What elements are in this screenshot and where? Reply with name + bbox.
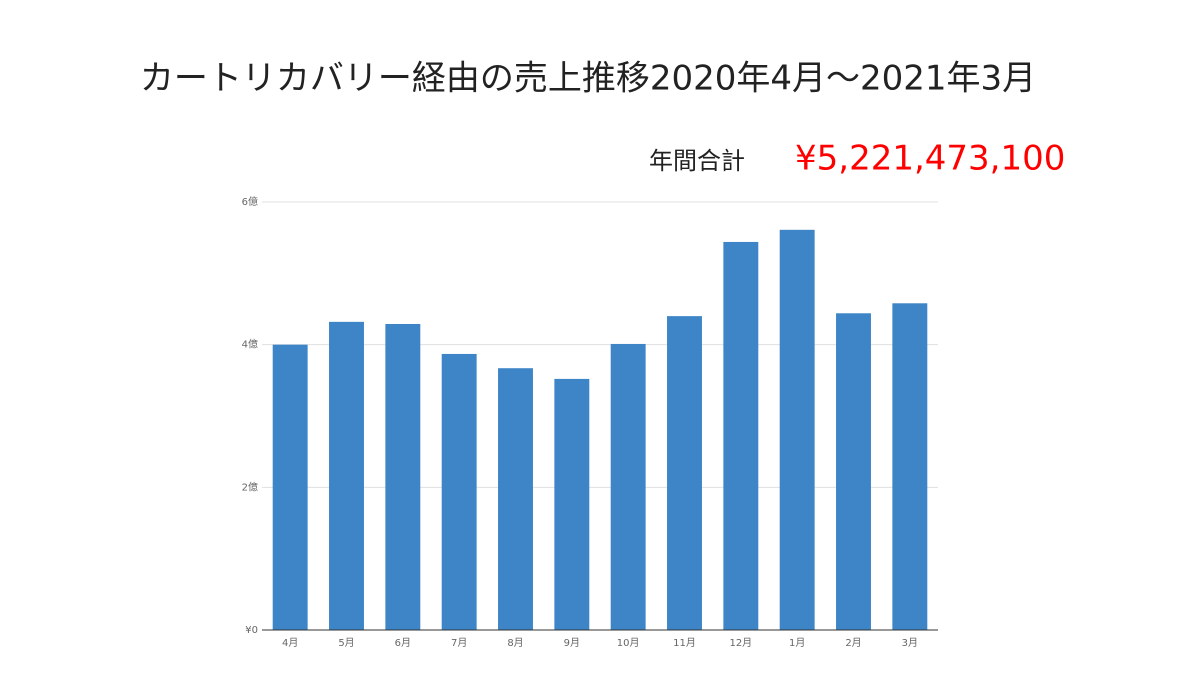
bar <box>779 229 815 630</box>
bar <box>554 378 590 630</box>
total-label: 年間合計 <box>649 147 745 175</box>
x-tick-label: 3月 <box>902 637 918 649</box>
bar <box>272 344 308 630</box>
x-tick-label: 2月 <box>845 637 861 649</box>
bar <box>610 343 646 630</box>
y-tick-label: 2億 <box>242 480 258 493</box>
x-tick-label: 7月 <box>451 637 467 649</box>
x-tick-label: 6月 <box>395 637 411 649</box>
x-tick-label: 9月 <box>564 637 580 649</box>
x-tick-label: 12月 <box>729 637 752 649</box>
y-tick-label: 4億 <box>242 338 258 351</box>
total-value: ¥5,221,473,100 <box>795 139 1065 179</box>
x-tick-label: 8月 <box>507 637 523 649</box>
x-tick-label: 5月 <box>338 637 354 649</box>
chart-title: カートリカバリー経由の売上推移2020年4月～2021年3月 <box>140 59 1036 99</box>
x-tick-label: 11月 <box>673 637 696 649</box>
bar <box>385 323 421 630</box>
bar <box>892 303 928 630</box>
x-tick-label: 10月 <box>617 637 640 649</box>
bar <box>498 368 533 630</box>
bar <box>836 313 871 630</box>
x-tick-label: 4月 <box>282 637 298 649</box>
bar <box>723 241 759 631</box>
bar <box>667 316 702 630</box>
x-tick-label: 1月 <box>789 637 805 649</box>
y-tick-label: ¥0 <box>245 625 258 636</box>
y-tick-label: 6億 <box>242 195 258 208</box>
bar <box>329 321 364 630</box>
bar <box>441 353 477 630</box>
